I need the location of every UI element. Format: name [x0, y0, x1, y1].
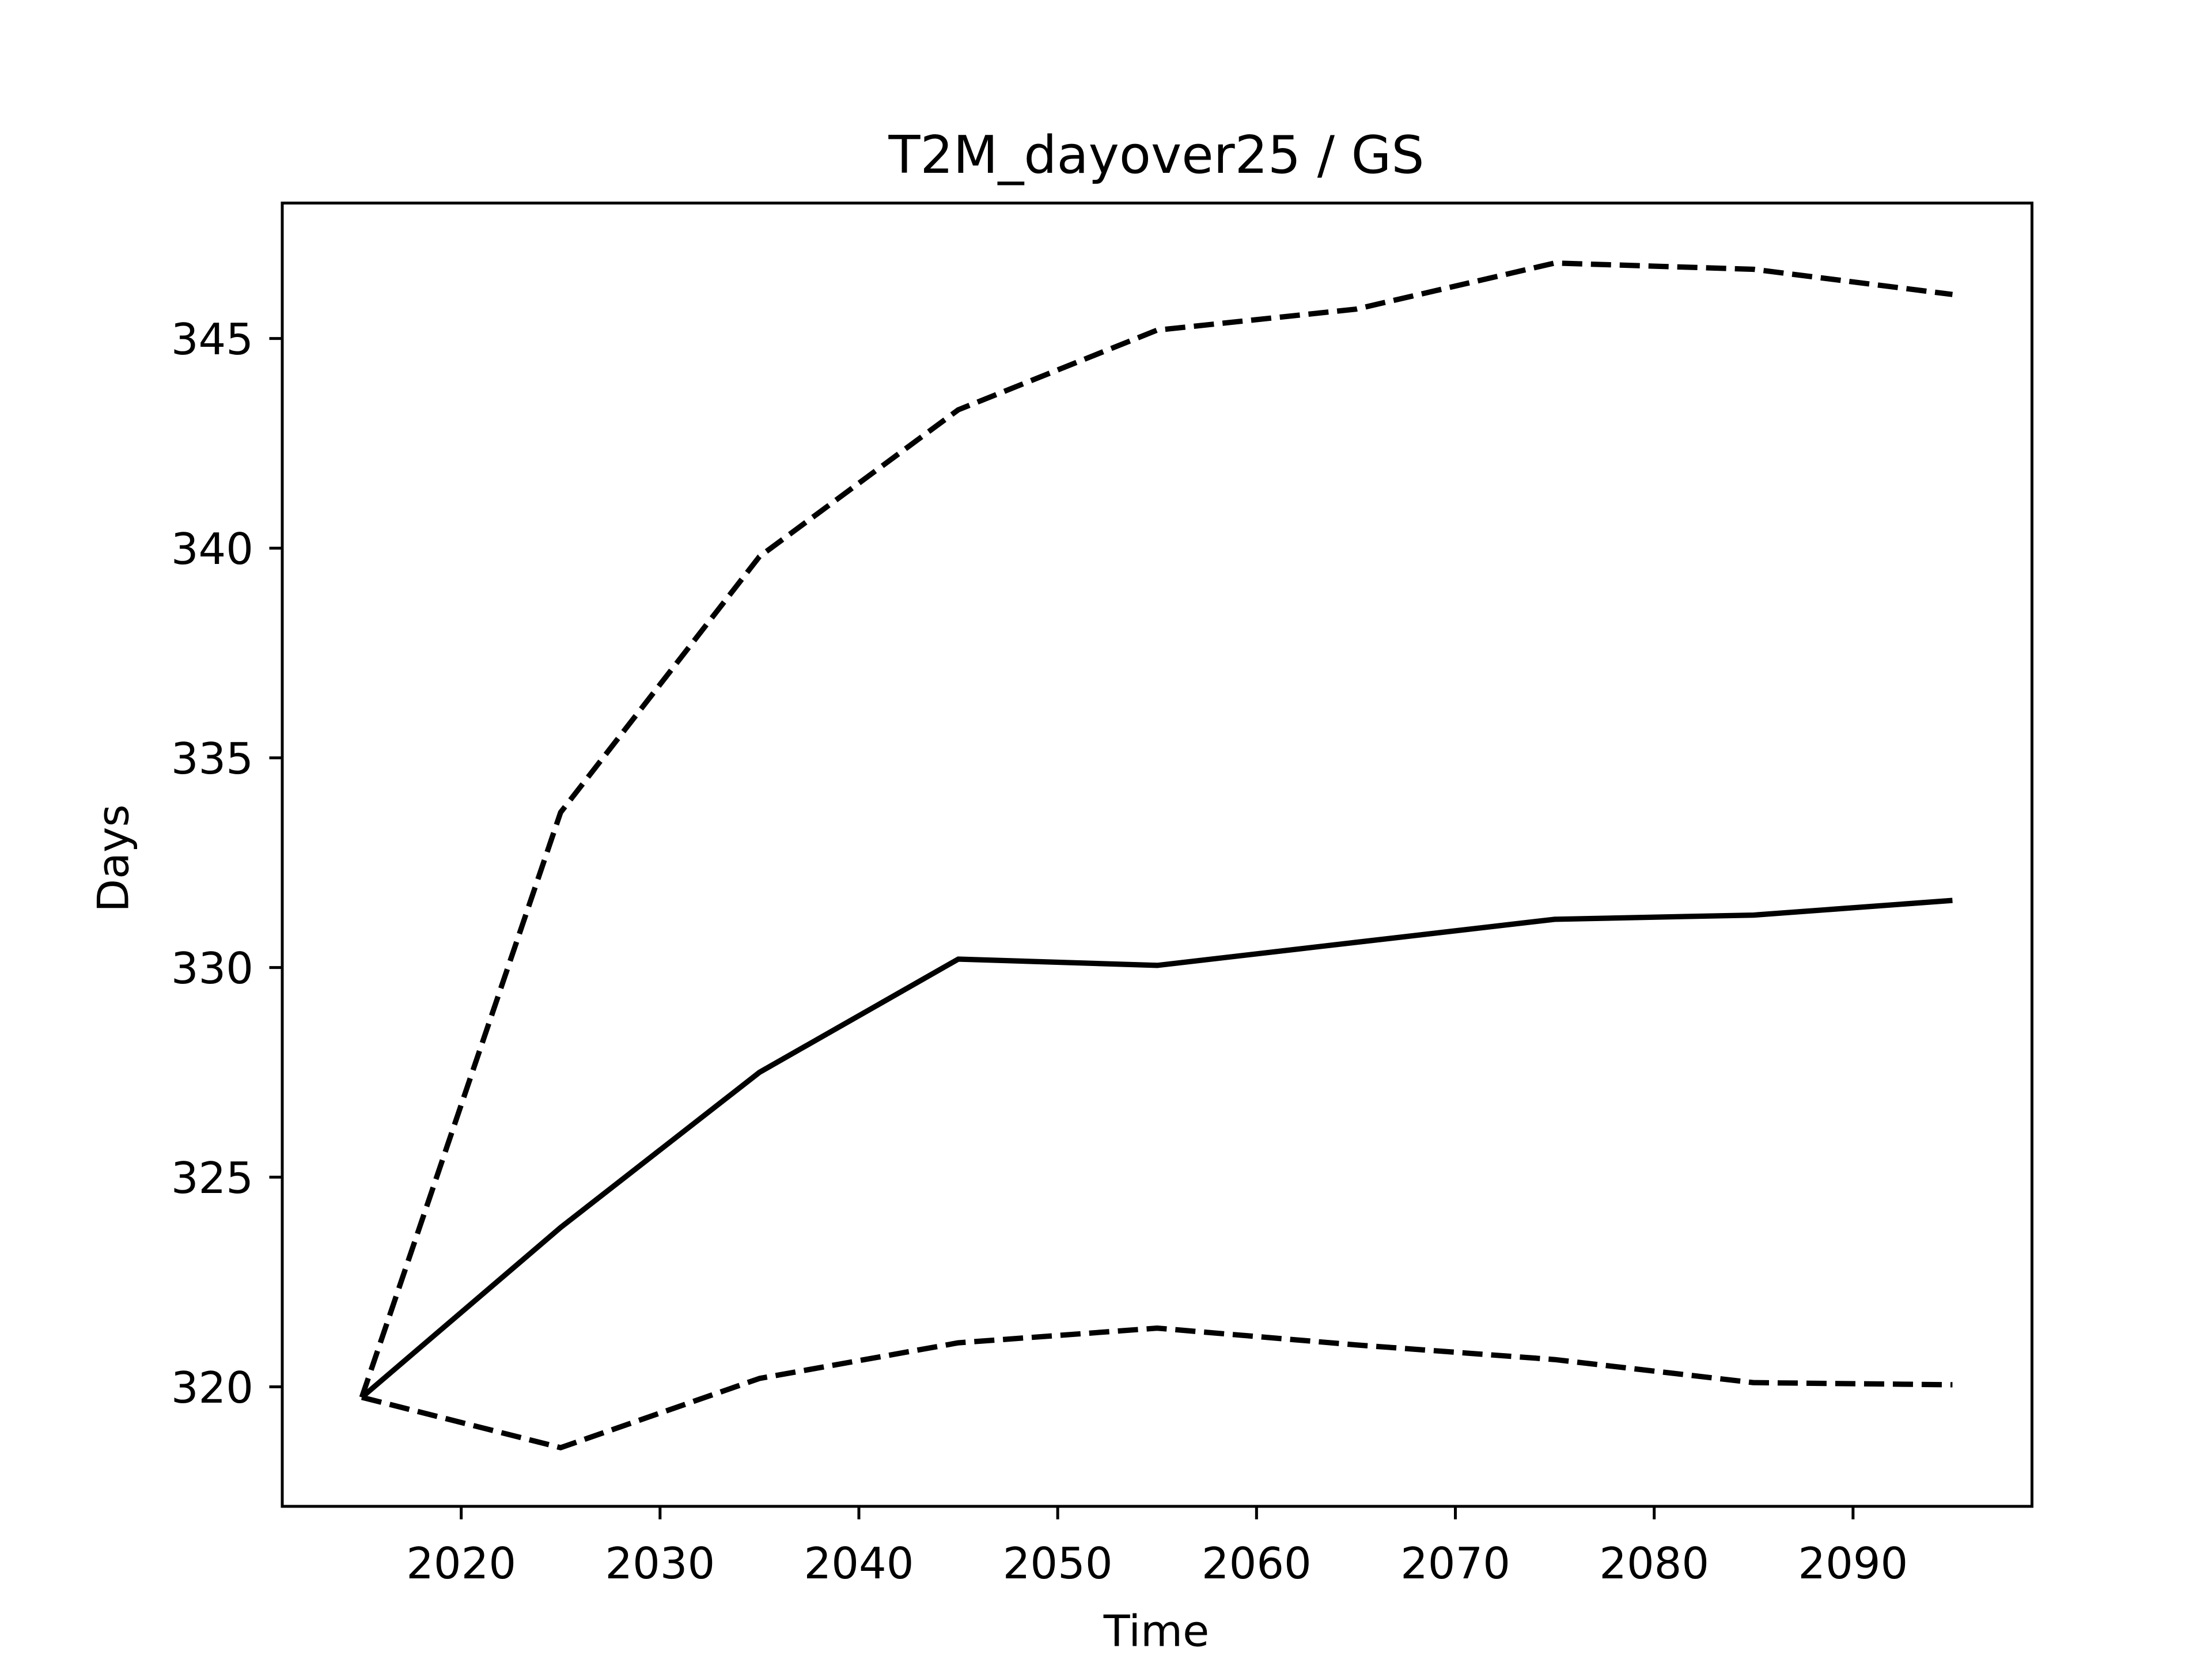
- x-tick-label: 2030: [605, 1538, 715, 1589]
- plot-frame: [281, 202, 2033, 1508]
- x-tick-label: 2060: [1202, 1538, 1312, 1589]
- x-tick-label: 2070: [1400, 1538, 1510, 1589]
- y-tick-label: 345: [171, 314, 253, 365]
- x-tick-label: 2040: [804, 1538, 914, 1589]
- y-tick-label: 320: [171, 1362, 253, 1413]
- x-tick-label: 2050: [1003, 1538, 1113, 1589]
- data-line: [361, 1325, 1953, 1450]
- data-line: [359, 260, 1953, 1399]
- data-line: [360, 897, 1953, 1400]
- y-tick-label: 325: [171, 1153, 253, 1203]
- chart-title: T2M_dayover25 / GS: [888, 125, 1424, 185]
- x-tick-label: 2020: [406, 1538, 516, 1589]
- x-axis-label: Time: [1103, 1606, 1210, 1657]
- y-tick-label: 335: [171, 733, 253, 784]
- x-tick-label: 2090: [1798, 1538, 1908, 1589]
- y-axis-label: Days: [88, 804, 139, 912]
- y-tick-label: 330: [171, 943, 253, 994]
- x-tick-label: 2080: [1599, 1538, 1709, 1589]
- y-tick-label: 340: [171, 524, 253, 574]
